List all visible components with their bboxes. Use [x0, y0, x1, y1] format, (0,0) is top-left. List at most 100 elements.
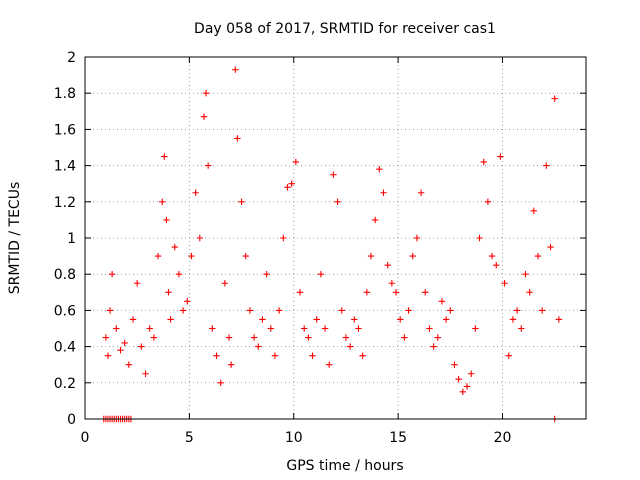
- data-point: [367, 252, 375, 260]
- y-tick-label: 0.6: [54, 303, 76, 319]
- data-point: [209, 325, 216, 332]
- data-point: [284, 184, 291, 191]
- data-point: [150, 334, 158, 341]
- data-point: [296, 289, 304, 296]
- data-point: [501, 280, 508, 287]
- data-point: [250, 334, 258, 341]
- data-point: [442, 316, 450, 323]
- data-point: [518, 325, 525, 332]
- data-point: [555, 316, 563, 323]
- data-point: [106, 307, 114, 314]
- y-tick-label: 1.8: [54, 86, 76, 102]
- data-point: [175, 271, 183, 278]
- data-point: [438, 298, 446, 305]
- x-tick-label: 15: [389, 430, 407, 446]
- data-point: [271, 352, 279, 359]
- grid-lines: [85, 57, 586, 419]
- data-point: [371, 216, 379, 224]
- y-tick-label: 0: [67, 412, 76, 428]
- data-point: [397, 316, 404, 323]
- data-point: [146, 325, 153, 332]
- data-point: [167, 316, 174, 323]
- data-point: [447, 307, 454, 314]
- data-point: [121, 339, 128, 347]
- data-point: [234, 135, 241, 142]
- data-point: [338, 307, 345, 314]
- data-point: [133, 280, 141, 287]
- data-point: [355, 325, 362, 332]
- y-tick-label: 1.6: [54, 122, 76, 138]
- data-point: [505, 352, 512, 359]
- data-point: [376, 166, 383, 173]
- data-point: [430, 343, 437, 350]
- data-point: [530, 207, 538, 215]
- y-tick-label: 2: [67, 50, 76, 66]
- x-tick-label: 0: [81, 430, 90, 446]
- data-point: [547, 243, 554, 251]
- data-point: [551, 95, 558, 102]
- data-point: [227, 361, 235, 368]
- y-tick-label: 0.2: [54, 376, 76, 392]
- data-point: [159, 198, 166, 205]
- y-tick-label: 1.2: [54, 195, 76, 211]
- data-point: [196, 234, 204, 242]
- data-point: [221, 280, 229, 287]
- data-point: [288, 180, 295, 187]
- data-point: [300, 325, 308, 332]
- series-srmtid: [102, 66, 563, 396]
- data-point: [488, 252, 496, 260]
- data-point: [165, 289, 172, 296]
- data-point: [342, 334, 350, 341]
- data-point: [426, 325, 433, 332]
- data-point: [213, 352, 220, 359]
- data-point: [346, 343, 354, 350]
- data-point: [401, 334, 408, 341]
- y-tick-label: 0.8: [54, 267, 76, 283]
- data-point: [459, 388, 467, 396]
- x-axis-label: GPS time / hours: [286, 458, 403, 474]
- x-tick-label: 10: [285, 430, 303, 446]
- axis-ticks: 00.20.40.60.811.21.41.61.820 5 10 15 20: [54, 50, 586, 446]
- data-point: [202, 90, 210, 97]
- data-point: [246, 307, 254, 314]
- data-point: [417, 189, 425, 196]
- data-point: [161, 153, 168, 160]
- data-point: [513, 307, 521, 314]
- data-point: [538, 307, 546, 314]
- data-point: [543, 162, 550, 169]
- data-point: [405, 307, 412, 314]
- data-point: [509, 316, 517, 323]
- data-point: [351, 316, 358, 323]
- data-point: [163, 216, 170, 224]
- data-point: [334, 198, 341, 205]
- data-point: [200, 113, 208, 120]
- data-point: [409, 252, 416, 260]
- data-point: [104, 352, 112, 359]
- data-point: [129, 316, 137, 323]
- data-point: [413, 234, 421, 242]
- y-tick-label: 0.4: [54, 340, 76, 356]
- data-point: [526, 289, 533, 296]
- data-point: [317, 271, 325, 278]
- data-point: [125, 361, 133, 368]
- data-point: [259, 316, 266, 323]
- data-point: [232, 66, 239, 73]
- data-point: [179, 307, 187, 314]
- data-point: [204, 162, 212, 169]
- data-point: [497, 153, 504, 160]
- data-point: [326, 361, 333, 368]
- x-tick-label: 20: [494, 430, 512, 446]
- data-point: [117, 347, 124, 354]
- data-point: [184, 298, 191, 305]
- data-point: [359, 352, 366, 359]
- data-point: [422, 289, 429, 296]
- data-point: [217, 379, 224, 386]
- data-point: [142, 370, 149, 377]
- data-point: [463, 383, 471, 390]
- data-point: [321, 325, 329, 332]
- data-point: [455, 375, 462, 383]
- data-point: [292, 158, 300, 166]
- data-point: [188, 252, 195, 260]
